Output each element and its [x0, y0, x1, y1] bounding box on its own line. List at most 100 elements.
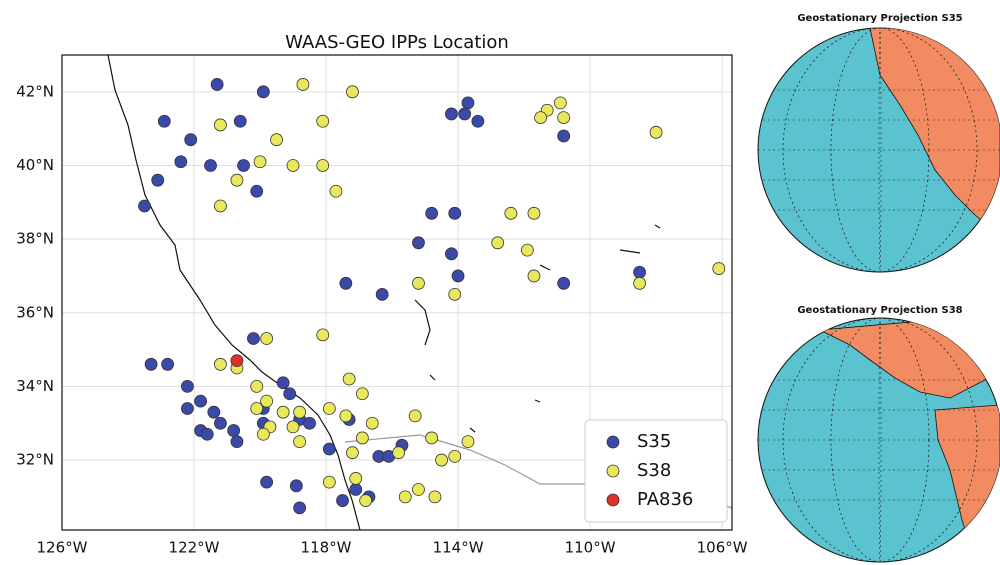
point	[322, 475, 336, 489]
y-tick-label: 36°N	[16, 303, 54, 321]
point	[256, 85, 270, 99]
globe-title: Geostationary Projection S38	[797, 305, 962, 316]
plot-frame	[61, 54, 733, 531]
globes: Geostationary Projection S35 Geostationar…	[757, 13, 1000, 563]
point	[471, 114, 485, 128]
point	[451, 269, 465, 283]
point	[461, 96, 475, 110]
legend: S35 S38 PA836	[584, 419, 728, 523]
point	[359, 494, 373, 507]
point	[445, 107, 458, 121]
point	[283, 387, 297, 401]
x-tick-label: 114°W	[433, 539, 484, 557]
point	[293, 435, 307, 449]
point	[339, 409, 353, 423]
point	[237, 159, 250, 172]
chart-title: WAAS-GEO IPPs Location	[285, 32, 509, 53]
point	[557, 111, 571, 124]
point	[461, 435, 475, 449]
point	[633, 276, 646, 290]
point	[230, 354, 244, 368]
y-tick-label: 42°N	[16, 82, 54, 100]
point	[346, 446, 359, 460]
point	[194, 394, 208, 408]
point	[392, 446, 406, 460]
point	[161, 357, 175, 371]
point	[346, 85, 359, 99]
legend-marker	[606, 464, 620, 478]
point	[214, 118, 227, 132]
point	[230, 173, 244, 187]
point	[227, 424, 241, 437]
point	[491, 236, 505, 250]
globe-meridian	[830, 318, 930, 562]
point	[276, 376, 290, 390]
point	[557, 276, 571, 290]
point	[322, 442, 336, 456]
point	[214, 199, 227, 213]
globe-title: Geostationary Projection S35	[797, 13, 962, 24]
point	[181, 402, 194, 415]
legend-label: S38	[637, 460, 671, 481]
point	[293, 405, 307, 419]
point	[448, 449, 462, 463]
point	[527, 206, 541, 220]
point	[296, 78, 310, 91]
legend-label: PA836	[637, 489, 693, 510]
point	[286, 420, 300, 434]
point	[349, 472, 363, 485]
globe-meridian	[782, 28, 978, 272]
point	[260, 475, 274, 489]
point	[336, 494, 349, 507]
point	[174, 155, 188, 169]
point	[250, 402, 264, 415]
x-tick-label: 110°W	[565, 539, 616, 557]
point	[649, 125, 663, 139]
point	[504, 206, 518, 220]
y-tick-label: 40°N	[16, 156, 54, 174]
y-tick-label: 38°N	[16, 230, 54, 248]
point	[339, 276, 353, 290]
point	[184, 133, 198, 147]
point	[412, 236, 425, 250]
point	[425, 431, 439, 445]
legend-box	[584, 419, 728, 523]
point	[425, 206, 439, 220]
point	[144, 357, 158, 371]
point	[286, 159, 300, 172]
point	[408, 409, 422, 423]
x-tick-label: 106°W	[697, 539, 748, 557]
point	[445, 247, 458, 261]
point	[527, 269, 541, 283]
point	[316, 114, 330, 128]
point	[355, 431, 369, 445]
point	[365, 416, 379, 430]
point	[316, 159, 330, 172]
point	[200, 427, 214, 441]
point	[181, 379, 194, 393]
point	[247, 332, 260, 345]
legend-label: S35	[637, 431, 671, 452]
y-tick-label: 32°N	[16, 451, 54, 469]
y-tick-label: 34°N	[16, 377, 54, 395]
point	[435, 453, 448, 467]
point	[412, 483, 425, 496]
legend-marker	[606, 493, 620, 507]
legend-marker	[606, 435, 620, 449]
point	[256, 427, 270, 441]
point	[276, 405, 290, 419]
point	[293, 501, 307, 515]
point	[138, 199, 151, 213]
point	[412, 276, 425, 290]
point	[342, 372, 356, 386]
x-tick-label: 126°W	[37, 539, 88, 557]
point	[270, 133, 283, 147]
point	[329, 184, 343, 198]
point	[398, 490, 412, 504]
point	[233, 114, 247, 128]
point	[260, 332, 274, 345]
globe-meridian	[830, 28, 930, 272]
globe-meridian	[782, 318, 978, 562]
point	[428, 490, 442, 504]
point	[322, 402, 336, 415]
